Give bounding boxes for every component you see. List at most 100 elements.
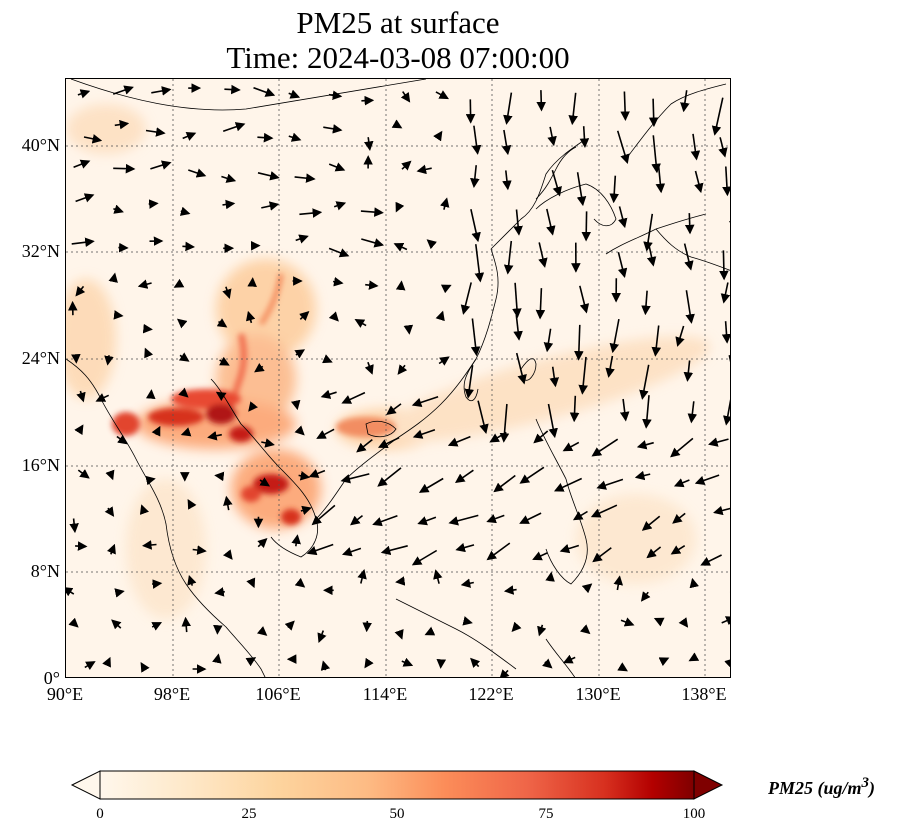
- wind-arrow: [68, 617, 79, 628]
- wind-arrow: [222, 286, 232, 300]
- wind-arrow: [362, 620, 372, 633]
- wind-arrow: [257, 538, 268, 549]
- wind-arrow: [683, 360, 694, 382]
- wind-arrow: [460, 282, 472, 315]
- wind-arrow: [581, 211, 592, 242]
- wind-arrow: [545, 571, 555, 582]
- wind-arrow: [151, 622, 163, 631]
- wind-arrow: [105, 469, 115, 481]
- wind-arrow: [102, 656, 111, 668]
- wind-arrow: [646, 240, 657, 267]
- wind-arrow: [145, 127, 166, 137]
- wind-arrow: [145, 389, 156, 400]
- wind-arrow: [377, 436, 400, 448]
- wind-arrow: [328, 90, 343, 100]
- wind-arrow: [680, 90, 690, 113]
- wind-arrow: [178, 387, 189, 398]
- lon-tick-label: 106°E: [255, 684, 301, 704]
- wind-arrow: [75, 285, 86, 297]
- wind-arrow: [257, 171, 280, 181]
- wind-arrow: [223, 495, 233, 511]
- wind-arrow: [499, 669, 510, 677]
- wind-arrow: [503, 240, 514, 275]
- wind-arrow: [634, 470, 651, 481]
- wind-arrow: [579, 285, 590, 314]
- wind-arrow: [578, 356, 588, 395]
- wind-arrow: [219, 356, 230, 366]
- wind-arrow: [568, 92, 578, 126]
- wind-arrow: [673, 478, 690, 488]
- wind-arrow: [511, 621, 522, 632]
- wind-arrow: [723, 399, 730, 426]
- wind-arrow: [188, 168, 207, 178]
- wind-arrow: [328, 311, 339, 322]
- wind-arrow: [354, 319, 367, 328]
- wind-arrow: [532, 551, 548, 561]
- wind-arrow: [256, 626, 268, 636]
- wind-arrow: [700, 554, 722, 566]
- wind-arrow: [574, 324, 584, 361]
- wind-arrow: [620, 617, 635, 627]
- wind-arrow: [323, 124, 343, 134]
- wind-arrow: [670, 545, 686, 555]
- wind-arrow: [328, 247, 350, 258]
- wind-arrow: [651, 135, 661, 174]
- wind-arrow: [245, 310, 256, 324]
- map-canvas: [66, 79, 730, 677]
- wind-arrow: [288, 132, 302, 142]
- wind-arrow: [66, 587, 75, 597]
- wind-arrow: [114, 588, 125, 598]
- wind-arrow: [113, 163, 136, 174]
- wind-arrow: [257, 132, 274, 143]
- wind-arrow: [403, 324, 414, 335]
- wind-arrow: [144, 347, 154, 359]
- wind-arrow: [613, 575, 624, 591]
- wind-arrow: [114, 119, 130, 130]
- wind-arrow: [643, 213, 654, 252]
- wind-arrow: [721, 616, 730, 626]
- wind-arrow: [470, 318, 481, 357]
- colorbar-tick-label: 75: [538, 806, 554, 822]
- wind-arrow: [364, 361, 374, 375]
- wind-arrow: [591, 438, 619, 457]
- wind-arrow: [609, 318, 620, 354]
- wind-arrow: [182, 241, 195, 252]
- wind-arrow: [519, 512, 542, 524]
- wind-arrow: [137, 279, 152, 289]
- wind-arrow: [151, 86, 172, 96]
- lon-tick-label: 114°E: [362, 684, 408, 704]
- wind-arrow: [464, 365, 475, 399]
- wind-arrow: [400, 91, 411, 103]
- wind-arrow: [651, 325, 662, 357]
- wind-arrow: [106, 543, 116, 555]
- wind-arrow: [536, 90, 547, 112]
- wind-arrow: [655, 165, 666, 194]
- wind-arrow: [559, 544, 580, 554]
- wind-arrow: [308, 468, 326, 478]
- wind-arrow: [215, 391, 227, 401]
- wind-arrow: [618, 206, 628, 229]
- wind-arrow: [182, 132, 197, 141]
- wind-arrow: [547, 126, 557, 147]
- wind-arrow: [395, 576, 406, 586]
- wind-arrow: [306, 543, 334, 556]
- wind-arrow: [332, 276, 344, 287]
- wind-arrow: [401, 160, 412, 171]
- wind-arrow: [261, 201, 280, 211]
- wind-arrow: [687, 401, 698, 424]
- wind-arrow: [724, 658, 730, 669]
- lat-tick-label: 24°N: [21, 348, 60, 368]
- wind-arrow: [620, 91, 630, 121]
- wind-arrow: [640, 591, 651, 602]
- wind-arrow: [447, 435, 471, 447]
- wind-arrow: [248, 401, 258, 412]
- lon-tick-label: 122°E: [468, 684, 514, 704]
- wind-arrow: [689, 577, 699, 589]
- colorbar-title: PM25 (ug/m3): [768, 775, 876, 798]
- wind-arrow: [180, 427, 192, 437]
- wind-arrow: [416, 164, 432, 175]
- lon-tick-label: 138°E: [681, 684, 727, 704]
- wind-arrow: [533, 430, 549, 444]
- wind-arrow: [519, 466, 545, 484]
- wind-arrow: [341, 391, 366, 404]
